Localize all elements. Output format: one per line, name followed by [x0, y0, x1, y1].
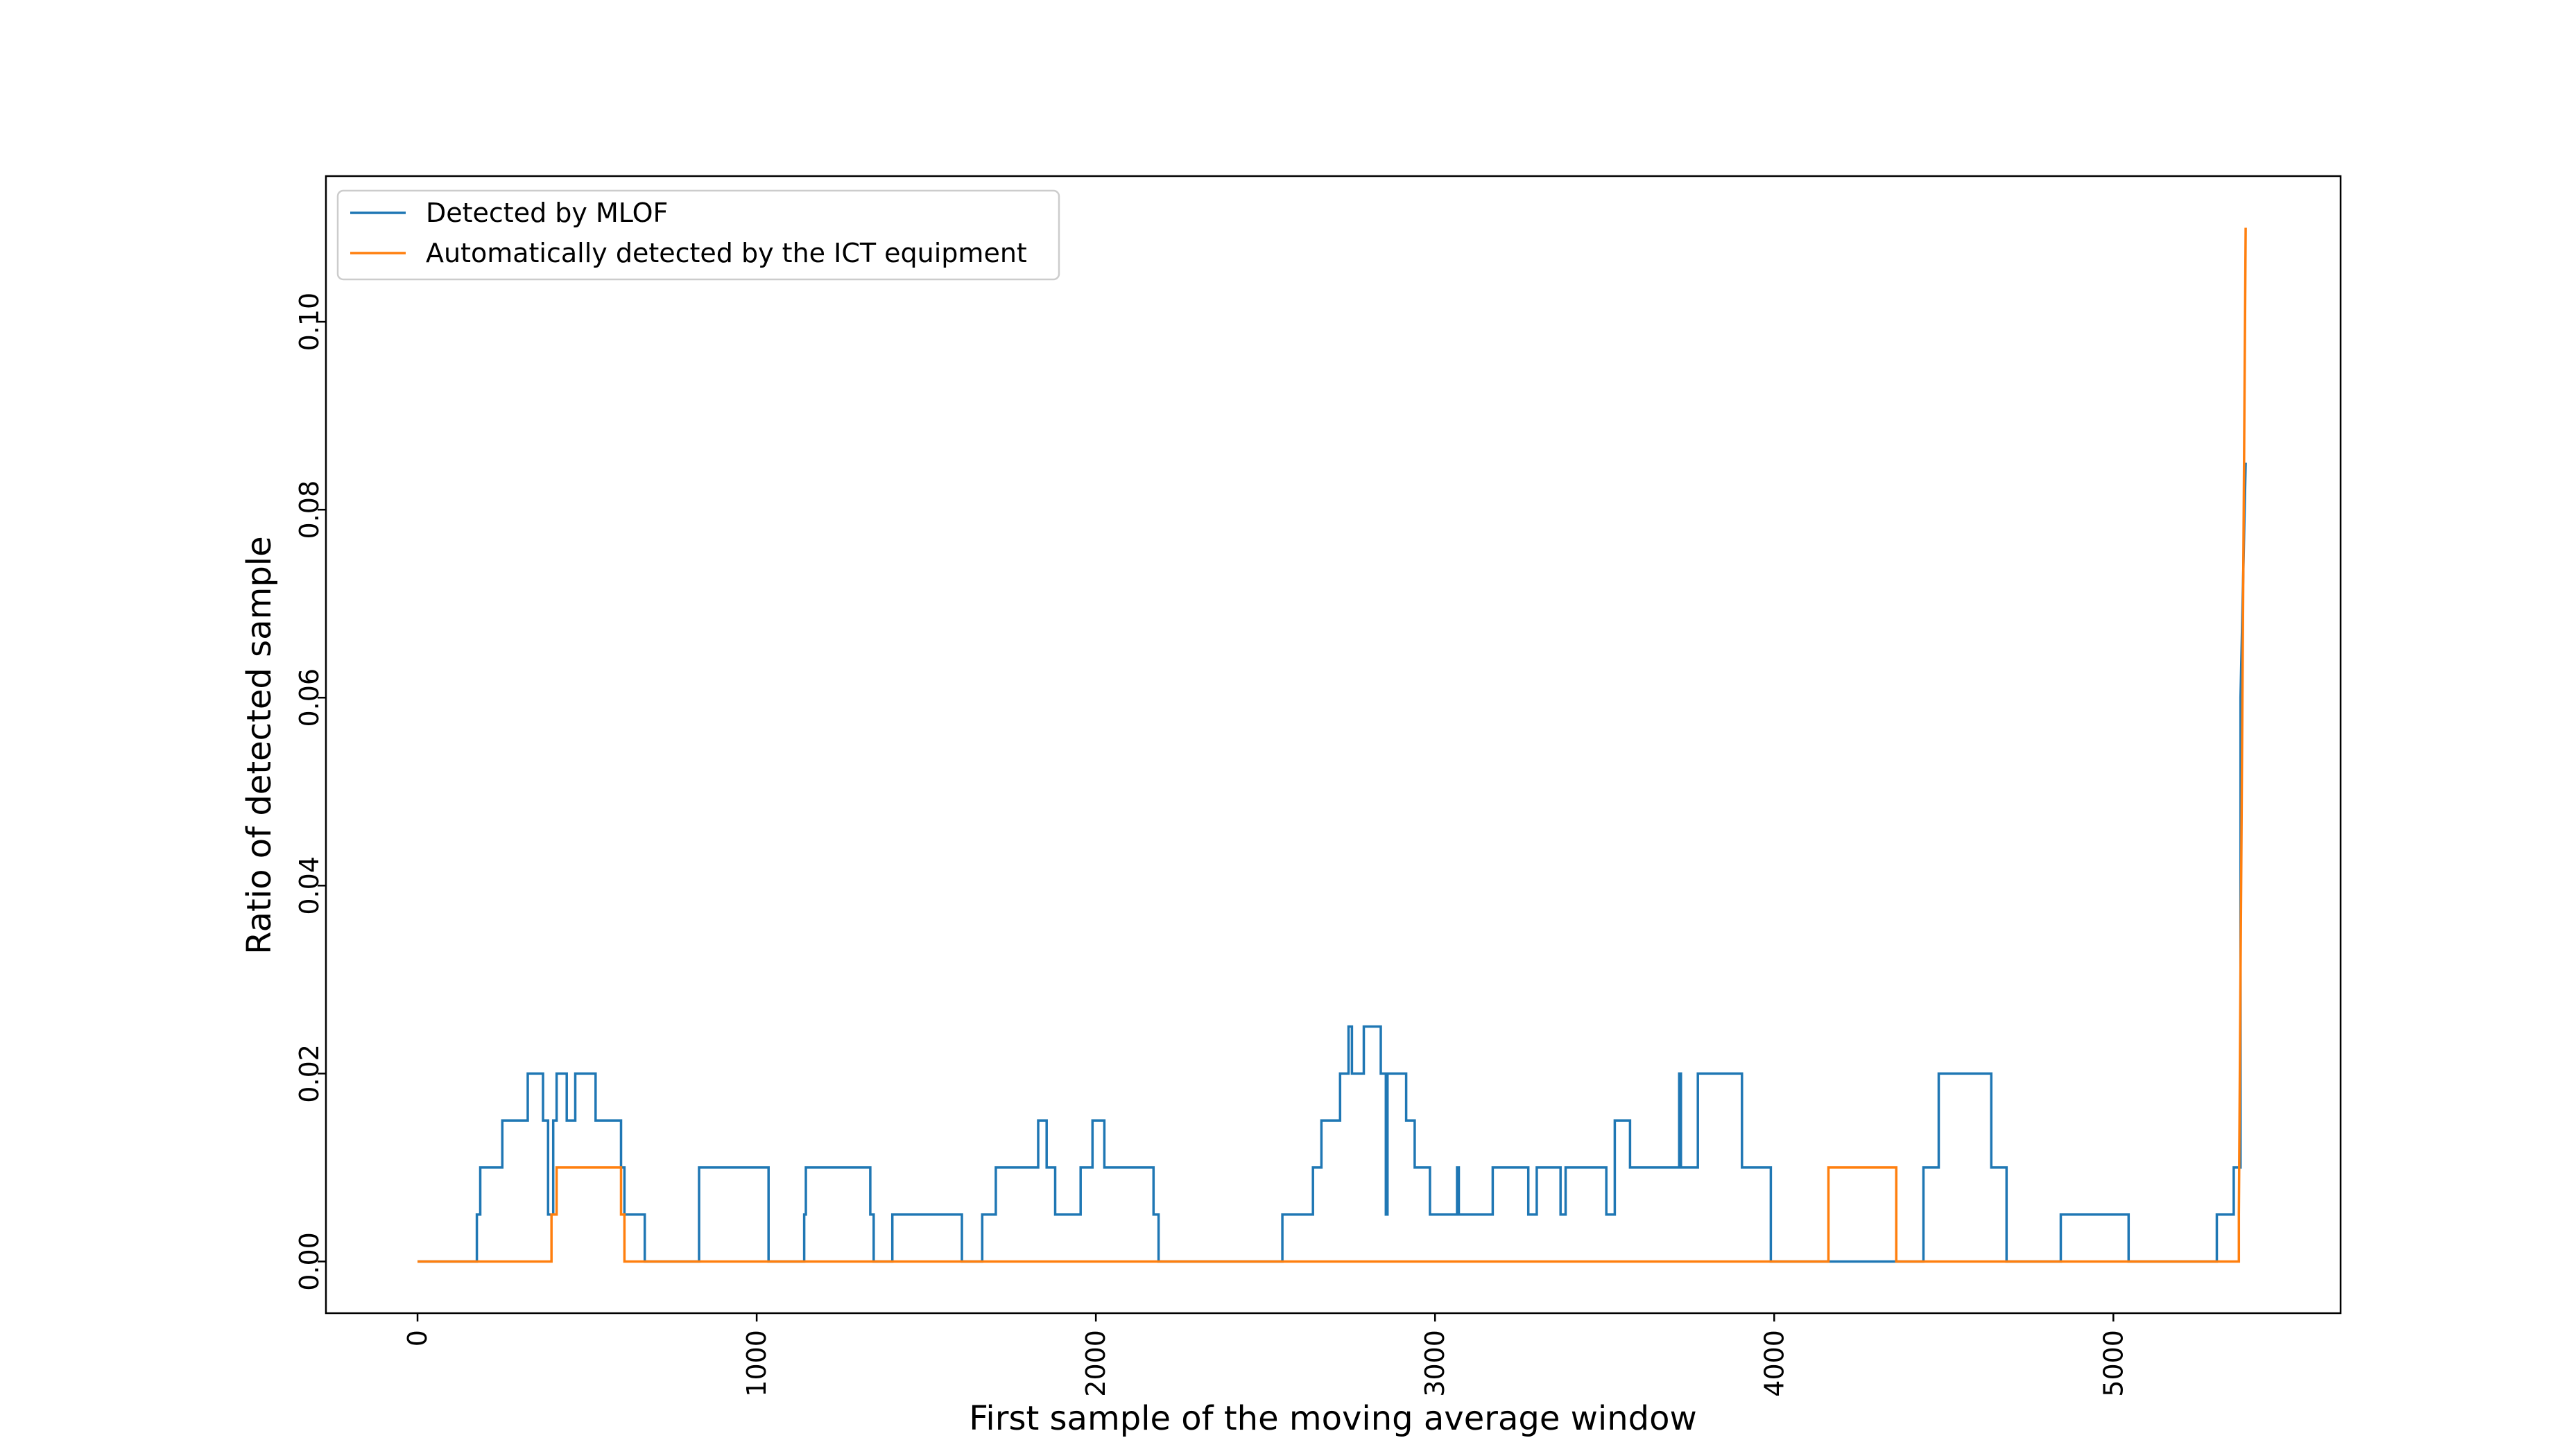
- plot-frame: [325, 175, 2342, 1315]
- x-tick-label: 1000: [741, 1330, 772, 1397]
- y-tick-label: 0.06: [294, 668, 325, 727]
- legend-label-ict: Automatically detected by the ICT equipm…: [426, 238, 1027, 268]
- series-line-ict: [417, 227, 2247, 1263]
- x-axis-label: First sample of the moving average windo…: [969, 1399, 1696, 1438]
- y-tick-label: 0.10: [294, 293, 325, 352]
- legend-label-mlof: Detected by MLOF: [426, 198, 668, 228]
- y-tick-label: 0.04: [294, 856, 325, 915]
- x-tick-label: 5000: [2098, 1330, 2128, 1397]
- series-line-mlof: [417, 462, 2247, 1263]
- y-axis: 0.00 0.02 0.04 0.06 0.08 0.10: [294, 293, 326, 1291]
- legend-box: [336, 189, 1060, 281]
- x-tick-label: 4000: [1759, 1330, 1789, 1397]
- y-axis-label: Ratio of detected sample: [240, 536, 279, 954]
- y-tick-label: 0.02: [294, 1044, 325, 1103]
- x-tick-label: 0: [402, 1330, 433, 1346]
- x-axis: 0 1000 2000 3000 4000 5000: [402, 1313, 2128, 1397]
- x-tick-label: 3000: [1420, 1330, 1450, 1397]
- y-tick-label: 0.08: [294, 480, 325, 539]
- series-layer: [417, 227, 2247, 1263]
- legend: Detected by MLOF Automatically detected …: [336, 189, 1060, 281]
- x-tick-label: 2000: [1080, 1330, 1111, 1397]
- y-tick-label: 0.00: [294, 1232, 325, 1291]
